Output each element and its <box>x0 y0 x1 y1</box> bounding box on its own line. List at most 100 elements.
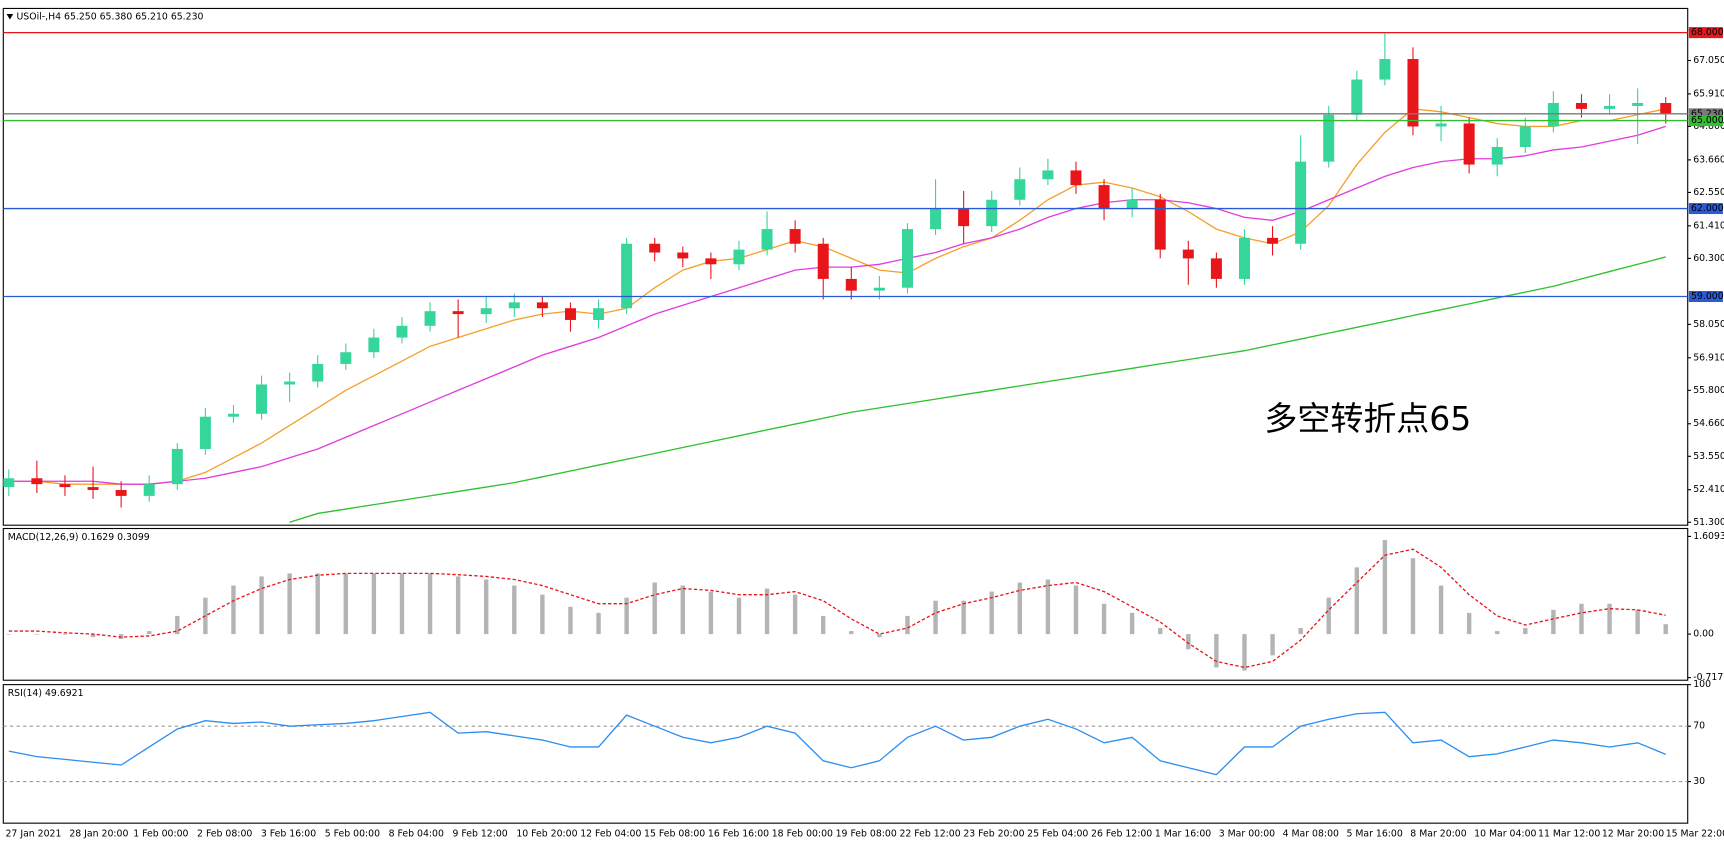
macd-bar <box>1438 585 1444 635</box>
candle-body <box>143 484 155 496</box>
moving-average <box>8 125 1666 485</box>
x-tick-label: 15 Mar 22:00 <box>1666 829 1724 840</box>
candle-body <box>1323 114 1335 162</box>
macd-bar <box>427 573 433 635</box>
candle-body <box>677 252 689 259</box>
macd-bar <box>540 594 545 635</box>
x-tick-label: 12 Feb 04:00 <box>580 829 641 840</box>
y-tick-label: -0.7172 <box>1693 672 1724 683</box>
macd-bar <box>1270 634 1275 656</box>
annotation: 多空转折点65 <box>1264 399 1471 438</box>
x-tick-label: 3 Mar 00:00 <box>1219 829 1275 840</box>
panel-title: MACD(12,26,9) 0.1629 0.3099 <box>8 532 150 543</box>
macd-bar <box>90 634 96 638</box>
candle-body <box>789 229 801 244</box>
candle-body <box>817 243 829 279</box>
x-tick-label: 5 Mar 16:00 <box>1346 829 1402 840</box>
candle-body <box>649 243 661 253</box>
candle-body <box>1210 258 1222 279</box>
x-tick-label: 8 Mar 20:00 <box>1410 829 1466 840</box>
x-tick-label: 10 Feb 20:00 <box>516 829 577 840</box>
x-tick-label: 4 Mar 08:00 <box>1283 829 1339 840</box>
macd-bar <box>905 615 910 635</box>
moving-average <box>289 256 1666 523</box>
macd-bar <box>1607 603 1612 635</box>
x-tick-label: 1 Feb 00:00 <box>133 829 188 840</box>
candle-body <box>31 478 43 485</box>
price-label-box <box>1688 27 1723 39</box>
x-tick-label: 5 Feb 00:00 <box>325 829 380 840</box>
x-tick-label: 28 Jan 20:00 <box>69 829 128 840</box>
y-tick-label: 51.300 <box>1693 517 1724 528</box>
candle-body <box>930 208 942 230</box>
price-label-box <box>1688 203 1723 215</box>
x-tick-label: 26 Feb 12:00 <box>1091 829 1152 840</box>
candle-body <box>452 311 464 315</box>
candle-body <box>1660 102 1672 114</box>
x-tick-label: 15 Feb 08:00 <box>644 829 705 840</box>
x-tick-label: 25 Feb 04:00 <box>1027 829 1088 840</box>
macd-bar <box>821 615 826 635</box>
macd-bar <box>1073 585 1079 635</box>
y-tick-label: 30 <box>1693 776 1705 787</box>
macd-bar <box>455 576 461 635</box>
main-panel <box>2 7 1689 526</box>
moving-average <box>8 108 1666 485</box>
macd-bar <box>1551 609 1556 635</box>
y-tick-label: 58.050 <box>1693 319 1724 330</box>
candle-body <box>1182 249 1194 259</box>
price-label-box <box>1688 115 1723 127</box>
candle-body <box>424 311 436 326</box>
candle-body <box>1014 179 1026 200</box>
candle-body <box>873 287 885 291</box>
candle-body <box>1604 105 1616 109</box>
macd-bar <box>1635 609 1640 635</box>
y-tick-label: 53.550 <box>1693 451 1724 462</box>
macd-panel <box>2 527 1689 681</box>
macd-bar <box>1242 634 1247 671</box>
rsi-panel <box>2 684 1689 824</box>
macd-bar <box>1663 624 1668 635</box>
x-tick-label: 9 Feb 12:00 <box>452 829 507 840</box>
y-tick-label: 1.6093 <box>1693 531 1724 542</box>
candle-body <box>761 229 773 250</box>
candle-body <box>1463 123 1475 165</box>
macd-bar <box>287 573 292 635</box>
candle-body <box>705 258 717 265</box>
y-tick-label: 65.910 <box>1693 88 1724 99</box>
macd-bar <box>1579 603 1584 635</box>
candle-body <box>227 413 239 417</box>
macd-bar <box>259 576 264 635</box>
macd-bar <box>1129 612 1135 635</box>
candle-body <box>901 229 913 288</box>
x-tick-label: 18 Feb 00:00 <box>772 829 833 840</box>
candle-body <box>368 337 380 353</box>
y-tick-label: 64.800 <box>1693 121 1724 132</box>
y-tick-label: 56.910 <box>1693 352 1724 363</box>
candle-body <box>59 484 71 488</box>
candle-body <box>340 352 352 364</box>
macd-bar <box>315 573 320 635</box>
x-tick-label: 2 Feb 08:00 <box>197 829 252 840</box>
candle-body <box>621 243 633 309</box>
x-tick-label: 3 Feb 16:00 <box>261 829 316 840</box>
panel-title: RSI(14) 49.6921 <box>8 688 84 699</box>
rsi-line <box>8 711 1666 776</box>
y-tick-label: 55.800 <box>1693 385 1724 396</box>
macd-bar <box>1158 628 1163 635</box>
x-tick-label: 10 Mar 04:00 <box>1474 829 1536 840</box>
candle-body <box>480 308 492 315</box>
price-label: 68.000 <box>1691 27 1724 38</box>
macd-bar <box>147 631 152 635</box>
macd-bar <box>1354 567 1360 635</box>
macd-bar <box>736 597 742 635</box>
macd-bar <box>1326 597 1331 635</box>
x-tick-label: 16 Feb 16:00 <box>708 829 769 840</box>
macd-bar <box>568 606 573 635</box>
candle-body <box>508 302 520 309</box>
macd-bar <box>343 573 348 635</box>
candle-body <box>199 416 211 449</box>
candle-body <box>1547 102 1559 127</box>
x-tick-label: 23 Feb 20:00 <box>963 829 1024 840</box>
